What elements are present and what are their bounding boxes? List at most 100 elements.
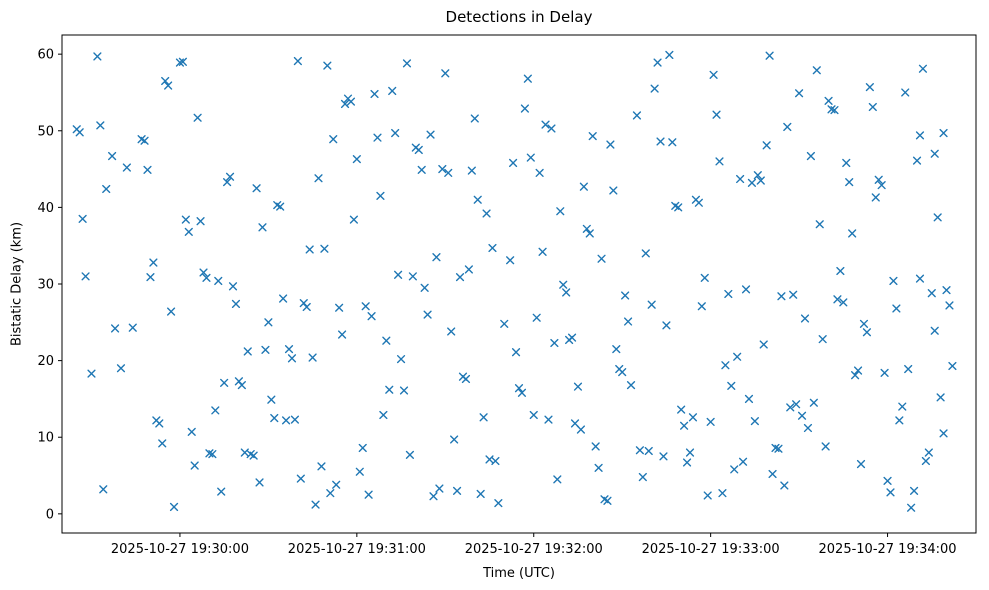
data-point-marker bbox=[750, 417, 759, 426]
data-point-marker bbox=[382, 336, 391, 345]
data-point-marker bbox=[426, 130, 435, 139]
data-point-marker bbox=[930, 326, 939, 335]
data-point-marker bbox=[358, 443, 367, 453]
data-point-marker bbox=[918, 64, 928, 73]
x-tick-label: 2025-10-27 19:31:00 bbox=[288, 542, 426, 557]
data-point-marker bbox=[800, 314, 810, 323]
data-point-marker bbox=[715, 157, 724, 166]
data-point-marker bbox=[780, 481, 789, 490]
data-point-marker bbox=[317, 462, 326, 471]
data-point-marker bbox=[438, 164, 447, 174]
data-point-marker bbox=[895, 416, 904, 425]
data-point-marker bbox=[839, 298, 848, 307]
data-point-marker bbox=[314, 174, 323, 183]
data-point-marker bbox=[184, 227, 193, 237]
data-point-marker bbox=[647, 300, 656, 309]
data-point-marker bbox=[650, 84, 659, 93]
data-point-marker bbox=[520, 104, 529, 113]
data-point-marker bbox=[476, 489, 485, 499]
data-point-marker bbox=[585, 229, 594, 238]
data-point-marker bbox=[346, 97, 356, 106]
data-point-marker bbox=[638, 472, 647, 482]
data-point-marker bbox=[898, 402, 907, 411]
data-point-marker bbox=[337, 330, 347, 339]
data-point-marker bbox=[635, 446, 644, 455]
data-point-marker bbox=[744, 394, 754, 404]
data-point-marker bbox=[494, 499, 503, 508]
data-point-marker bbox=[674, 203, 683, 212]
data-point-marker bbox=[594, 463, 603, 472]
data-point-marker bbox=[883, 476, 892, 486]
data-point-marker bbox=[329, 135, 338, 144]
y-tick-label: 10 bbox=[37, 431, 54, 446]
data-point-marker bbox=[287, 354, 297, 363]
data-point-marker bbox=[853, 366, 863, 375]
data-point-marker bbox=[394, 270, 403, 279]
data-point-marker bbox=[249, 451, 258, 460]
data-point-marker bbox=[632, 111, 642, 120]
x-tick-label: 2025-10-27 19:32:00 bbox=[465, 542, 603, 557]
data-point-marker bbox=[208, 449, 217, 459]
data-point-marker bbox=[582, 224, 591, 233]
data-point-marker bbox=[803, 423, 813, 433]
data-point-marker bbox=[252, 184, 261, 193]
data-point-marker bbox=[824, 96, 833, 105]
data-point-marker bbox=[81, 272, 90, 281]
data-point-marker bbox=[532, 313, 541, 322]
plot-frame bbox=[61, 34, 977, 534]
data-point-marker bbox=[812, 66, 821, 75]
data-point-marker bbox=[756, 176, 765, 185]
data-point-marker bbox=[509, 158, 518, 168]
data-point-marker bbox=[243, 347, 252, 356]
data-point-marker bbox=[231, 299, 241, 309]
data-point-marker bbox=[187, 427, 196, 436]
data-point-marker bbox=[450, 435, 459, 444]
data-point-marker bbox=[500, 319, 509, 328]
data-point-marker bbox=[432, 253, 441, 262]
data-point-marker bbox=[370, 89, 379, 99]
data-point-marker bbox=[851, 371, 860, 380]
data-point-marker bbox=[78, 214, 87, 223]
data-point-marker bbox=[871, 193, 880, 202]
data-point-marker bbox=[933, 213, 942, 222]
data-point-marker bbox=[193, 113, 202, 122]
data-point-marker bbox=[833, 295, 842, 304]
data-point-marker bbox=[373, 133, 382, 142]
y-tick-label: 20 bbox=[37, 354, 54, 369]
data-point-marker bbox=[792, 400, 801, 409]
data-point-marker bbox=[682, 458, 692, 467]
data-point-marker bbox=[511, 348, 521, 357]
data-point-marker bbox=[718, 489, 727, 498]
data-point-marker bbox=[609, 186, 618, 195]
data-point-marker bbox=[420, 283, 429, 292]
data-point-marker bbox=[267, 395, 276, 404]
data-point-marker bbox=[281, 416, 291, 425]
data-point-marker bbox=[217, 487, 226, 496]
data-point-marker bbox=[738, 457, 748, 466]
data-point-marker bbox=[700, 273, 709, 282]
data-point-marker bbox=[680, 421, 689, 430]
data-point-marker bbox=[402, 59, 412, 68]
data-point-marker bbox=[290, 415, 300, 424]
data-point-marker bbox=[759, 340, 768, 349]
data-point-marker bbox=[225, 172, 235, 181]
data-point-marker bbox=[311, 500, 320, 509]
data-point-marker bbox=[948, 361, 957, 371]
data-point-marker bbox=[892, 304, 901, 313]
data-point-marker bbox=[562, 288, 571, 297]
data-point-marker bbox=[482, 209, 491, 218]
data-point-marker bbox=[379, 410, 388, 420]
data-point-marker bbox=[762, 141, 771, 150]
data-point-marker bbox=[921, 456, 930, 466]
data-point-marker bbox=[423, 310, 432, 319]
data-point-marker bbox=[461, 374, 471, 384]
data-point-marker bbox=[576, 425, 586, 434]
data-point-marker bbox=[538, 247, 547, 256]
data-point-marker bbox=[765, 51, 774, 60]
data-point-marker bbox=[874, 175, 883, 184]
data-point-marker bbox=[544, 415, 553, 424]
data-point-marker bbox=[939, 429, 948, 438]
y-tick-label: 30 bbox=[37, 278, 54, 293]
data-point-marker bbox=[806, 151, 815, 161]
